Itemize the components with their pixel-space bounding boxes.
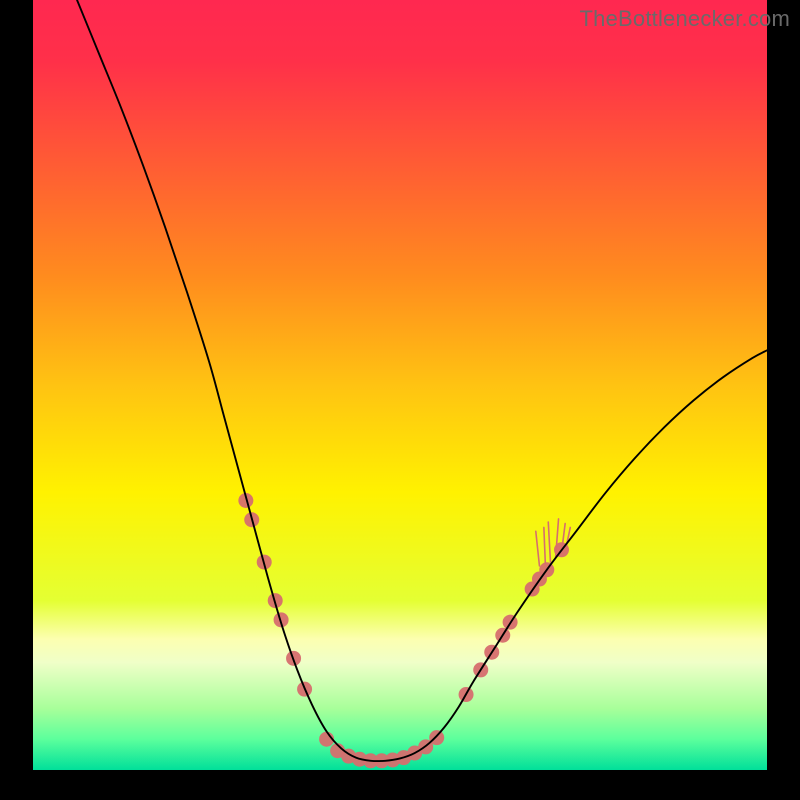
gradient-background	[33, 0, 767, 770]
watermark-text: TheBottlenecker.com	[580, 6, 790, 32]
frame: TheBottlenecker.com	[0, 0, 800, 800]
bottleneck-curve-chart	[33, 0, 767, 770]
scatter-marker	[429, 730, 444, 745]
